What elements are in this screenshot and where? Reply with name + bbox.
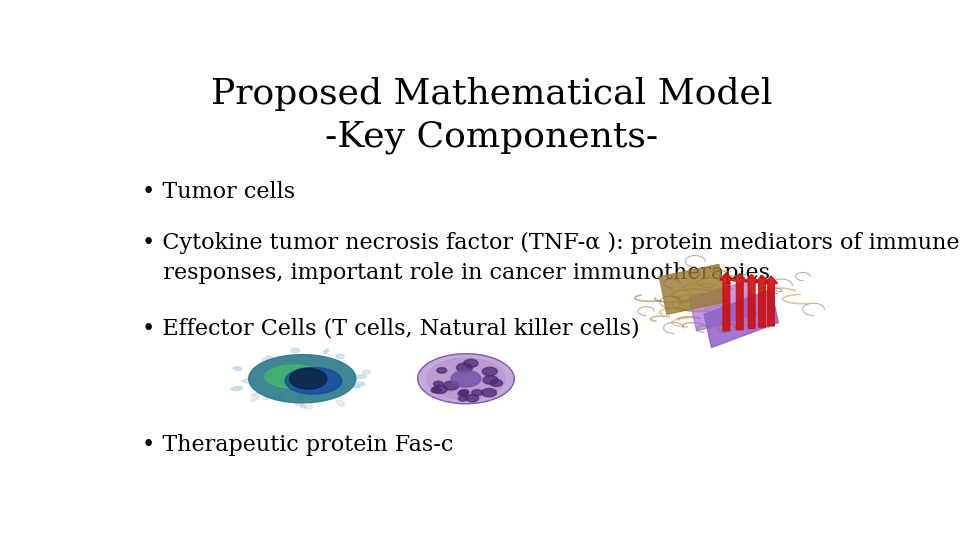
Ellipse shape	[300, 404, 306, 408]
Ellipse shape	[275, 394, 283, 401]
Ellipse shape	[301, 355, 310, 358]
Text: Proposed Mathematical Model
-Key Components-: Proposed Mathematical Model -Key Compone…	[211, 77, 773, 154]
FancyArrow shape	[720, 273, 733, 331]
Ellipse shape	[356, 382, 365, 386]
Polygon shape	[458, 391, 468, 396]
Polygon shape	[285, 368, 342, 394]
Ellipse shape	[233, 367, 242, 370]
Ellipse shape	[325, 388, 336, 394]
Ellipse shape	[304, 406, 313, 409]
Polygon shape	[660, 265, 727, 314]
Text: • Therapeutic protein Fas-c: • Therapeutic protein Fas-c	[142, 434, 454, 456]
Polygon shape	[458, 396, 468, 401]
Ellipse shape	[262, 358, 268, 361]
FancyArrow shape	[745, 274, 758, 328]
FancyArrow shape	[756, 275, 769, 327]
Polygon shape	[437, 368, 446, 373]
Polygon shape	[427, 358, 505, 400]
Ellipse shape	[336, 400, 345, 406]
Ellipse shape	[251, 396, 259, 401]
Polygon shape	[482, 388, 496, 397]
Text: • Tumor cells: • Tumor cells	[142, 180, 296, 202]
Polygon shape	[483, 376, 498, 384]
Polygon shape	[418, 354, 515, 404]
FancyArrow shape	[764, 276, 778, 326]
Polygon shape	[704, 289, 779, 348]
Ellipse shape	[336, 386, 344, 389]
Polygon shape	[466, 395, 479, 402]
Polygon shape	[689, 281, 756, 331]
Ellipse shape	[301, 394, 304, 399]
Ellipse shape	[231, 387, 242, 390]
Text: • Cytokine tumor necrosis factor (TNF-α ): protein mediators of immune
   respon: • Cytokine tumor necrosis factor (TNF-α …	[142, 232, 960, 285]
Polygon shape	[482, 367, 497, 376]
FancyArrow shape	[733, 274, 747, 329]
Ellipse shape	[353, 385, 360, 388]
Polygon shape	[464, 359, 478, 367]
Ellipse shape	[283, 357, 289, 361]
Polygon shape	[249, 355, 356, 403]
Polygon shape	[451, 370, 481, 387]
Polygon shape	[491, 380, 502, 387]
Ellipse shape	[314, 356, 322, 359]
Polygon shape	[290, 368, 326, 389]
Ellipse shape	[242, 379, 254, 383]
Ellipse shape	[267, 355, 274, 361]
Ellipse shape	[355, 375, 367, 378]
Polygon shape	[456, 363, 472, 372]
Ellipse shape	[252, 377, 256, 380]
Polygon shape	[433, 386, 447, 394]
Ellipse shape	[310, 357, 314, 362]
Ellipse shape	[307, 357, 311, 361]
Polygon shape	[460, 389, 469, 395]
Ellipse shape	[296, 401, 303, 406]
Ellipse shape	[324, 349, 328, 354]
Polygon shape	[444, 381, 459, 390]
Ellipse shape	[291, 348, 299, 353]
Polygon shape	[431, 387, 441, 393]
Ellipse shape	[263, 396, 270, 400]
Ellipse shape	[297, 395, 303, 400]
Polygon shape	[434, 381, 443, 387]
Ellipse shape	[252, 393, 260, 396]
Ellipse shape	[336, 354, 345, 359]
Text: • Effector Cells (T cells, Natural killer cells): • Effector Cells (T cells, Natural kille…	[142, 318, 640, 340]
Ellipse shape	[362, 370, 371, 374]
Polygon shape	[471, 390, 483, 396]
Polygon shape	[265, 365, 324, 388]
